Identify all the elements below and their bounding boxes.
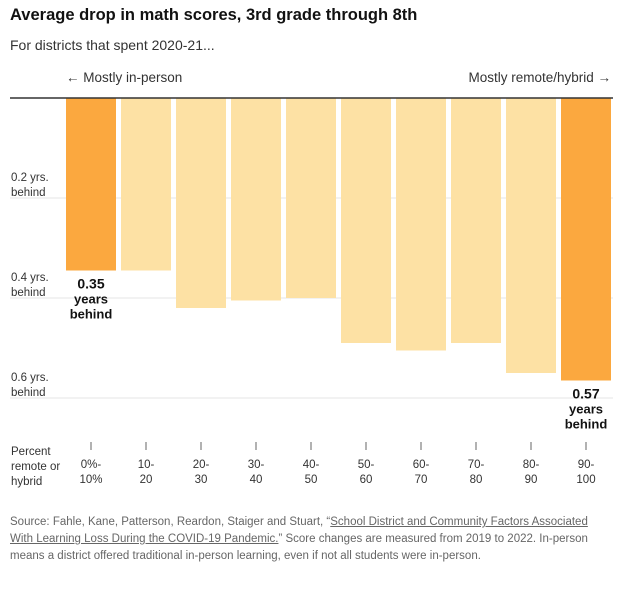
x-tick-label: 100 (576, 474, 595, 486)
x-tick-label: 20- (193, 459, 210, 471)
x-tick-label: 20 (140, 474, 153, 486)
bar (176, 98, 226, 308)
x-tick-label: 40 (250, 474, 263, 486)
data-label: behind (565, 417, 608, 432)
bar-chart: 0.2 yrs. behind 0.4 yrs. behind 0.6 yrs. behi… (10, 97, 613, 488)
x-tick-label: 10- (138, 459, 155, 471)
bar (396, 98, 446, 351)
direction-label-right: Mostly remote/hybrid → (468, 70, 611, 85)
source-link[interactable]: School District and Community Factors As… (10, 516, 588, 545)
y-tick-label: 0.6 yrs. (11, 372, 49, 384)
source-prefix: Source: Fahle, Kane, Patterson, Reardon,… (10, 516, 331, 528)
direction-label-left: ← Mostly in-person (66, 70, 183, 85)
x-axis-title: Percent (11, 446, 51, 458)
bar (506, 98, 556, 373)
x-tick-label: 50 (305, 474, 318, 486)
bar (451, 98, 501, 343)
x-tick-label: 60- (413, 459, 430, 471)
x-tick-label: 30 (195, 474, 208, 486)
x-tick-label: 80- (523, 459, 540, 471)
chart-title: Average drop in math scores, 3rd grade t… (10, 6, 418, 24)
x-tick-label: 0%- (81, 459, 102, 471)
x-tick-label: 50- (358, 459, 375, 471)
source-note: Source: Fahle, Kane, Patterson, Reardon,… (10, 514, 610, 565)
x-tick-label: 40- (303, 459, 320, 471)
y-tick-label: 0.4 yrs. (11, 272, 49, 284)
data-label: years (569, 402, 603, 417)
y-tick-label: behind (11, 387, 46, 399)
data-label: 0.57 (572, 386, 599, 402)
data-label: years (74, 292, 108, 307)
x-axis-title: hybrid (11, 476, 42, 488)
x-tick-label: 30- (248, 459, 265, 471)
x-tick-label: 70 (415, 474, 428, 486)
bar (286, 98, 336, 298)
y-tick-label: behind (11, 287, 46, 299)
y-tick-label: behind (11, 187, 46, 199)
bar (231, 98, 281, 301)
data-label: 0.35 (77, 276, 104, 292)
source-suffix: ” Score changes are measured from 2019 t… (10, 533, 588, 562)
x-tick-label: 90- (578, 459, 595, 471)
x-tick-label: 60 (360, 474, 373, 486)
chart-subtitle: For districts that spent 2020-21... (10, 37, 215, 53)
data-label: behind (70, 307, 113, 322)
x-axis-title: remote or (11, 461, 60, 473)
x-tick-label: 10% (79, 474, 102, 486)
x-tick-label: 90 (525, 474, 538, 486)
bar (121, 98, 171, 271)
x-tick-label: 70- (468, 459, 485, 471)
x-tick-label: 80 (470, 474, 483, 486)
y-tick-label: 0.2 yrs. (11, 172, 49, 184)
bar (561, 98, 611, 381)
bar (66, 98, 116, 271)
bar (341, 98, 391, 343)
